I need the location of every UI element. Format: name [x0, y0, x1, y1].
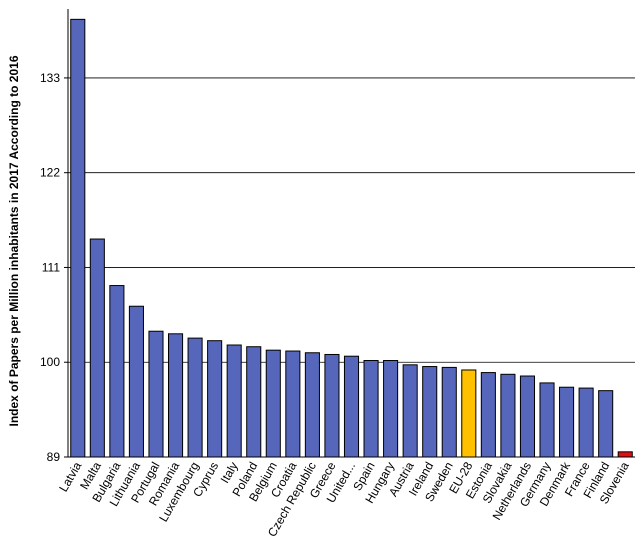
bar-luxembourg	[187, 337, 203, 458]
bar-portugal	[148, 330, 164, 458]
x-tick-labels: LatviaMaltaBulgariaLithuaniaPortugalRoma…	[56, 459, 632, 540]
bar-romania	[168, 333, 184, 458]
bar-greece	[324, 353, 340, 458]
bar-hungary	[383, 360, 399, 458]
bar-ireland	[422, 366, 438, 458]
bar-latvia	[70, 18, 86, 458]
bar-czech-republic	[304, 352, 320, 458]
bar-bulgaria	[109, 285, 125, 458]
bar-croatia	[285, 350, 301, 458]
bar-france	[578, 387, 594, 458]
bars	[70, 18, 633, 458]
bar-united	[343, 355, 360, 458]
x-tick-label: Latvia	[56, 459, 84, 494]
gridlines	[68, 77, 635, 363]
axes	[64, 9, 635, 458]
y-tick-label: 89	[47, 450, 61, 464]
y-axis-title: Index of Papers per Million inhabitants …	[7, 55, 21, 426]
bar-cyprus	[207, 340, 223, 458]
bar-malta	[89, 238, 105, 458]
y-tick-labels: 89 100 111 122 133	[40, 71, 60, 464]
bar-netherlands	[519, 375, 536, 458]
bar-slovakia	[500, 373, 516, 458]
bar-austria	[402, 364, 418, 458]
bar-lithuania	[128, 305, 144, 458]
bar-germany	[539, 382, 555, 458]
y-tick-label: 133	[40, 71, 60, 85]
bar-finland	[598, 390, 614, 458]
bar-estonia	[480, 372, 496, 458]
bar-slovenia	[617, 451, 633, 458]
bar-poland	[246, 346, 262, 458]
bar-eu-28	[461, 369, 477, 458]
bar-sweden	[441, 366, 457, 458]
bar-italy	[226, 344, 242, 458]
bar-spain	[363, 360, 379, 458]
bar-belgium	[265, 349, 281, 458]
bar-denmark	[559, 386, 575, 458]
y-tick-label: 100	[40, 355, 60, 369]
y-tick-label: 111	[42, 260, 61, 274]
y-tick-label: 122	[40, 166, 60, 180]
